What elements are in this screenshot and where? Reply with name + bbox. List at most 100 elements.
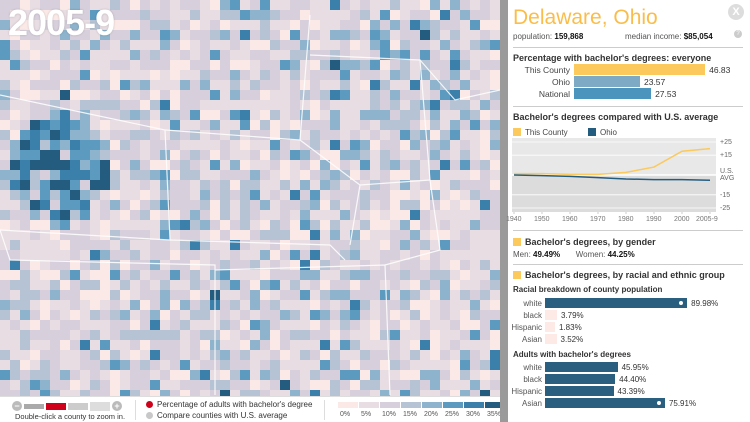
- county-tile[interactable]: [240, 30, 250, 40]
- county-tile[interactable]: [120, 140, 130, 150]
- county-tile[interactable]: [180, 300, 190, 310]
- county-tile[interactable]: [60, 380, 70, 390]
- county-tile[interactable]: [40, 170, 50, 180]
- county-tile[interactable]: [120, 240, 130, 250]
- county-tile[interactable]: [440, 180, 450, 190]
- county-tile[interactable]: [0, 110, 10, 120]
- county-tile[interactable]: [410, 90, 420, 100]
- county-tile[interactable]: [440, 150, 450, 160]
- county-tile[interactable]: [380, 20, 390, 30]
- county-tile[interactable]: [300, 250, 310, 260]
- county-tile[interactable]: [400, 250, 410, 260]
- county-tile[interactable]: [100, 140, 110, 150]
- county-tile[interactable]: [310, 260, 320, 270]
- county-tile[interactable]: [30, 50, 40, 60]
- county-tile[interactable]: [170, 90, 180, 100]
- county-tile[interactable]: [40, 10, 50, 20]
- county-tile[interactable]: [90, 150, 100, 160]
- county-tile[interactable]: [350, 0, 360, 10]
- county-tile[interactable]: [160, 230, 170, 240]
- county-tile[interactable]: [40, 270, 50, 280]
- county-tile[interactable]: [260, 150, 270, 160]
- county-tile[interactable]: [190, 190, 200, 200]
- county-tile[interactable]: [310, 40, 320, 50]
- county-tile[interactable]: [490, 170, 500, 180]
- county-tile[interactable]: [460, 140, 470, 150]
- county-tile[interactable]: [50, 320, 60, 330]
- county-tile[interactable]: [30, 190, 40, 200]
- county-tile[interactable]: [110, 200, 120, 210]
- county-tile[interactable]: [110, 330, 120, 340]
- county-tile[interactable]: [10, 10, 20, 20]
- county-tile[interactable]: [130, 350, 140, 360]
- county-tile[interactable]: [220, 310, 230, 320]
- county-tile[interactable]: [440, 70, 450, 80]
- county-tile[interactable]: [70, 150, 80, 160]
- county-tile[interactable]: [120, 370, 130, 380]
- county-tile[interactable]: [410, 360, 420, 370]
- county-tile[interactable]: [410, 220, 420, 230]
- county-tile[interactable]: [310, 80, 320, 90]
- county-tile[interactable]: [310, 170, 320, 180]
- county-tile[interactable]: [360, 120, 370, 130]
- county-tile[interactable]: [420, 240, 430, 250]
- county-tile[interactable]: [250, 30, 260, 40]
- county-tile[interactable]: [360, 350, 370, 360]
- county-tile[interactable]: [190, 80, 200, 90]
- county-tile[interactable]: [140, 360, 150, 370]
- county-tile[interactable]: [260, 200, 270, 210]
- county-tile[interactable]: [390, 270, 400, 280]
- county-tile[interactable]: [40, 260, 50, 270]
- county-tile[interactable]: [160, 350, 170, 360]
- county-tile[interactable]: [30, 340, 40, 350]
- county-tile[interactable]: [490, 200, 500, 210]
- county-tile[interactable]: [200, 320, 210, 330]
- county-tile[interactable]: [450, 50, 460, 60]
- county-tile[interactable]: [330, 340, 340, 350]
- county-tile[interactable]: [440, 210, 450, 220]
- county-tile[interactable]: [110, 50, 120, 60]
- county-tile[interactable]: [40, 150, 50, 160]
- county-tile[interactable]: [350, 50, 360, 60]
- county-tile[interactable]: [130, 210, 140, 220]
- county-tile[interactable]: [140, 390, 150, 396]
- county-tile[interactable]: [110, 160, 120, 170]
- county-tile[interactable]: [120, 380, 130, 390]
- county-tile[interactable]: [420, 360, 430, 370]
- county-tile[interactable]: [30, 230, 40, 240]
- county-tile[interactable]: [50, 230, 60, 240]
- county-tile[interactable]: [450, 230, 460, 240]
- county-tile[interactable]: [70, 210, 80, 220]
- county-tile[interactable]: [290, 140, 300, 150]
- county-tile[interactable]: [300, 170, 310, 180]
- county-tile[interactable]: [100, 230, 110, 240]
- county-tile[interactable]: [90, 40, 100, 50]
- county-tile[interactable]: [400, 340, 410, 350]
- county-tile[interactable]: [80, 390, 90, 396]
- county-tile[interactable]: [350, 180, 360, 190]
- county-tile[interactable]: [430, 310, 440, 320]
- county-tile[interactable]: [20, 280, 30, 290]
- county-tile[interactable]: [300, 160, 310, 170]
- county-tile[interactable]: [380, 180, 390, 190]
- county-tile[interactable]: [50, 370, 60, 380]
- county-tile[interactable]: [410, 100, 420, 110]
- county-tile[interactable]: [490, 10, 500, 20]
- county-tile[interactable]: [20, 370, 30, 380]
- county-tile[interactable]: [380, 110, 390, 120]
- county-tile[interactable]: [480, 50, 490, 60]
- county-tile[interactable]: [390, 260, 400, 270]
- county-tile[interactable]: [470, 310, 480, 320]
- county-tile[interactable]: [60, 0, 70, 10]
- county-tile[interactable]: [110, 10, 120, 20]
- county-tile[interactable]: [240, 60, 250, 70]
- county-tile[interactable]: [260, 240, 270, 250]
- county-tile[interactable]: [290, 360, 300, 370]
- county-tile[interactable]: [380, 130, 390, 140]
- county-tile[interactable]: [190, 60, 200, 70]
- county-tile[interactable]: [150, 260, 160, 270]
- county-tile[interactable]: [0, 380, 10, 390]
- county-tile[interactable]: [230, 0, 240, 10]
- county-tile[interactable]: [60, 30, 70, 40]
- county-tile[interactable]: [30, 70, 40, 80]
